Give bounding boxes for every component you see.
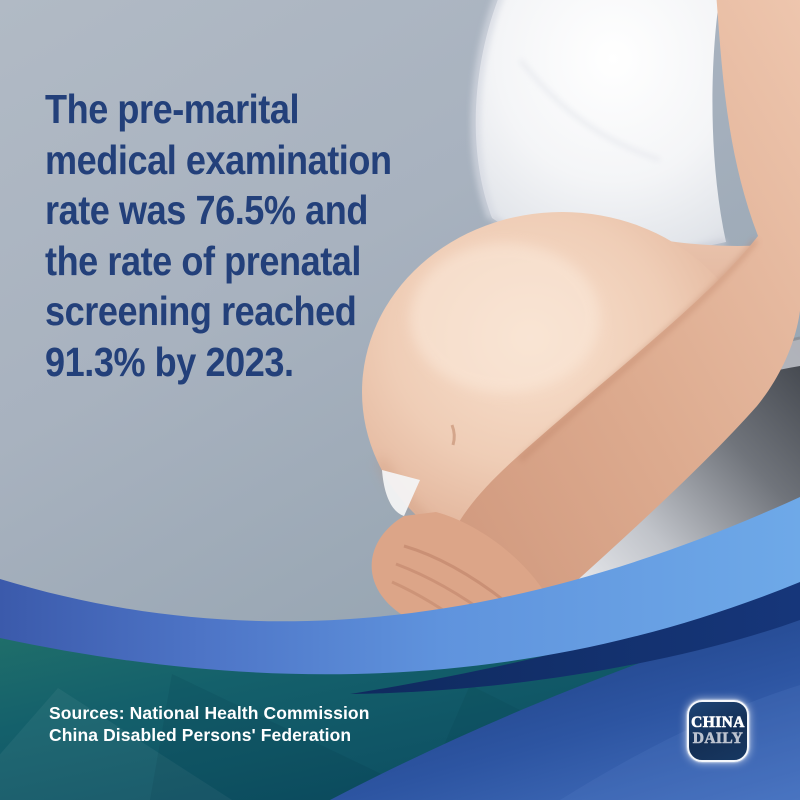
headline-line: 91.3% by 2023. <box>45 338 294 385</box>
light-blue-ribbon <box>0 497 800 675</box>
arm-shape <box>444 0 800 614</box>
china-daily-logo: CHINA DAILY <box>687 700 749 762</box>
headline-text: The pre-marital medical examination rate… <box>45 84 392 387</box>
headline-line: the rate of prenatal <box>45 237 362 284</box>
headline-line: screening reached <box>45 288 357 334</box>
bottom-blue-band <box>330 608 800 800</box>
sources-line-2: China Disabled Persons' Federation <box>49 725 352 745</box>
logo-line-2: DAILY <box>692 730 744 747</box>
navy-wedge-band <box>350 582 800 694</box>
headline-line: rate was 76.5% and <box>45 187 368 233</box>
decorative-ribbons <box>0 497 800 800</box>
headline-line: medical examination <box>45 136 392 183</box>
sources-line-1: Sources: National Health Commission <box>49 703 370 723</box>
sources-text: Sources: National Health Commission Chin… <box>49 702 370 746</box>
cloth-shape <box>382 470 420 516</box>
headline-line: The pre-marital <box>45 86 300 132</box>
logo-line-1: CHINA <box>691 714 745 731</box>
